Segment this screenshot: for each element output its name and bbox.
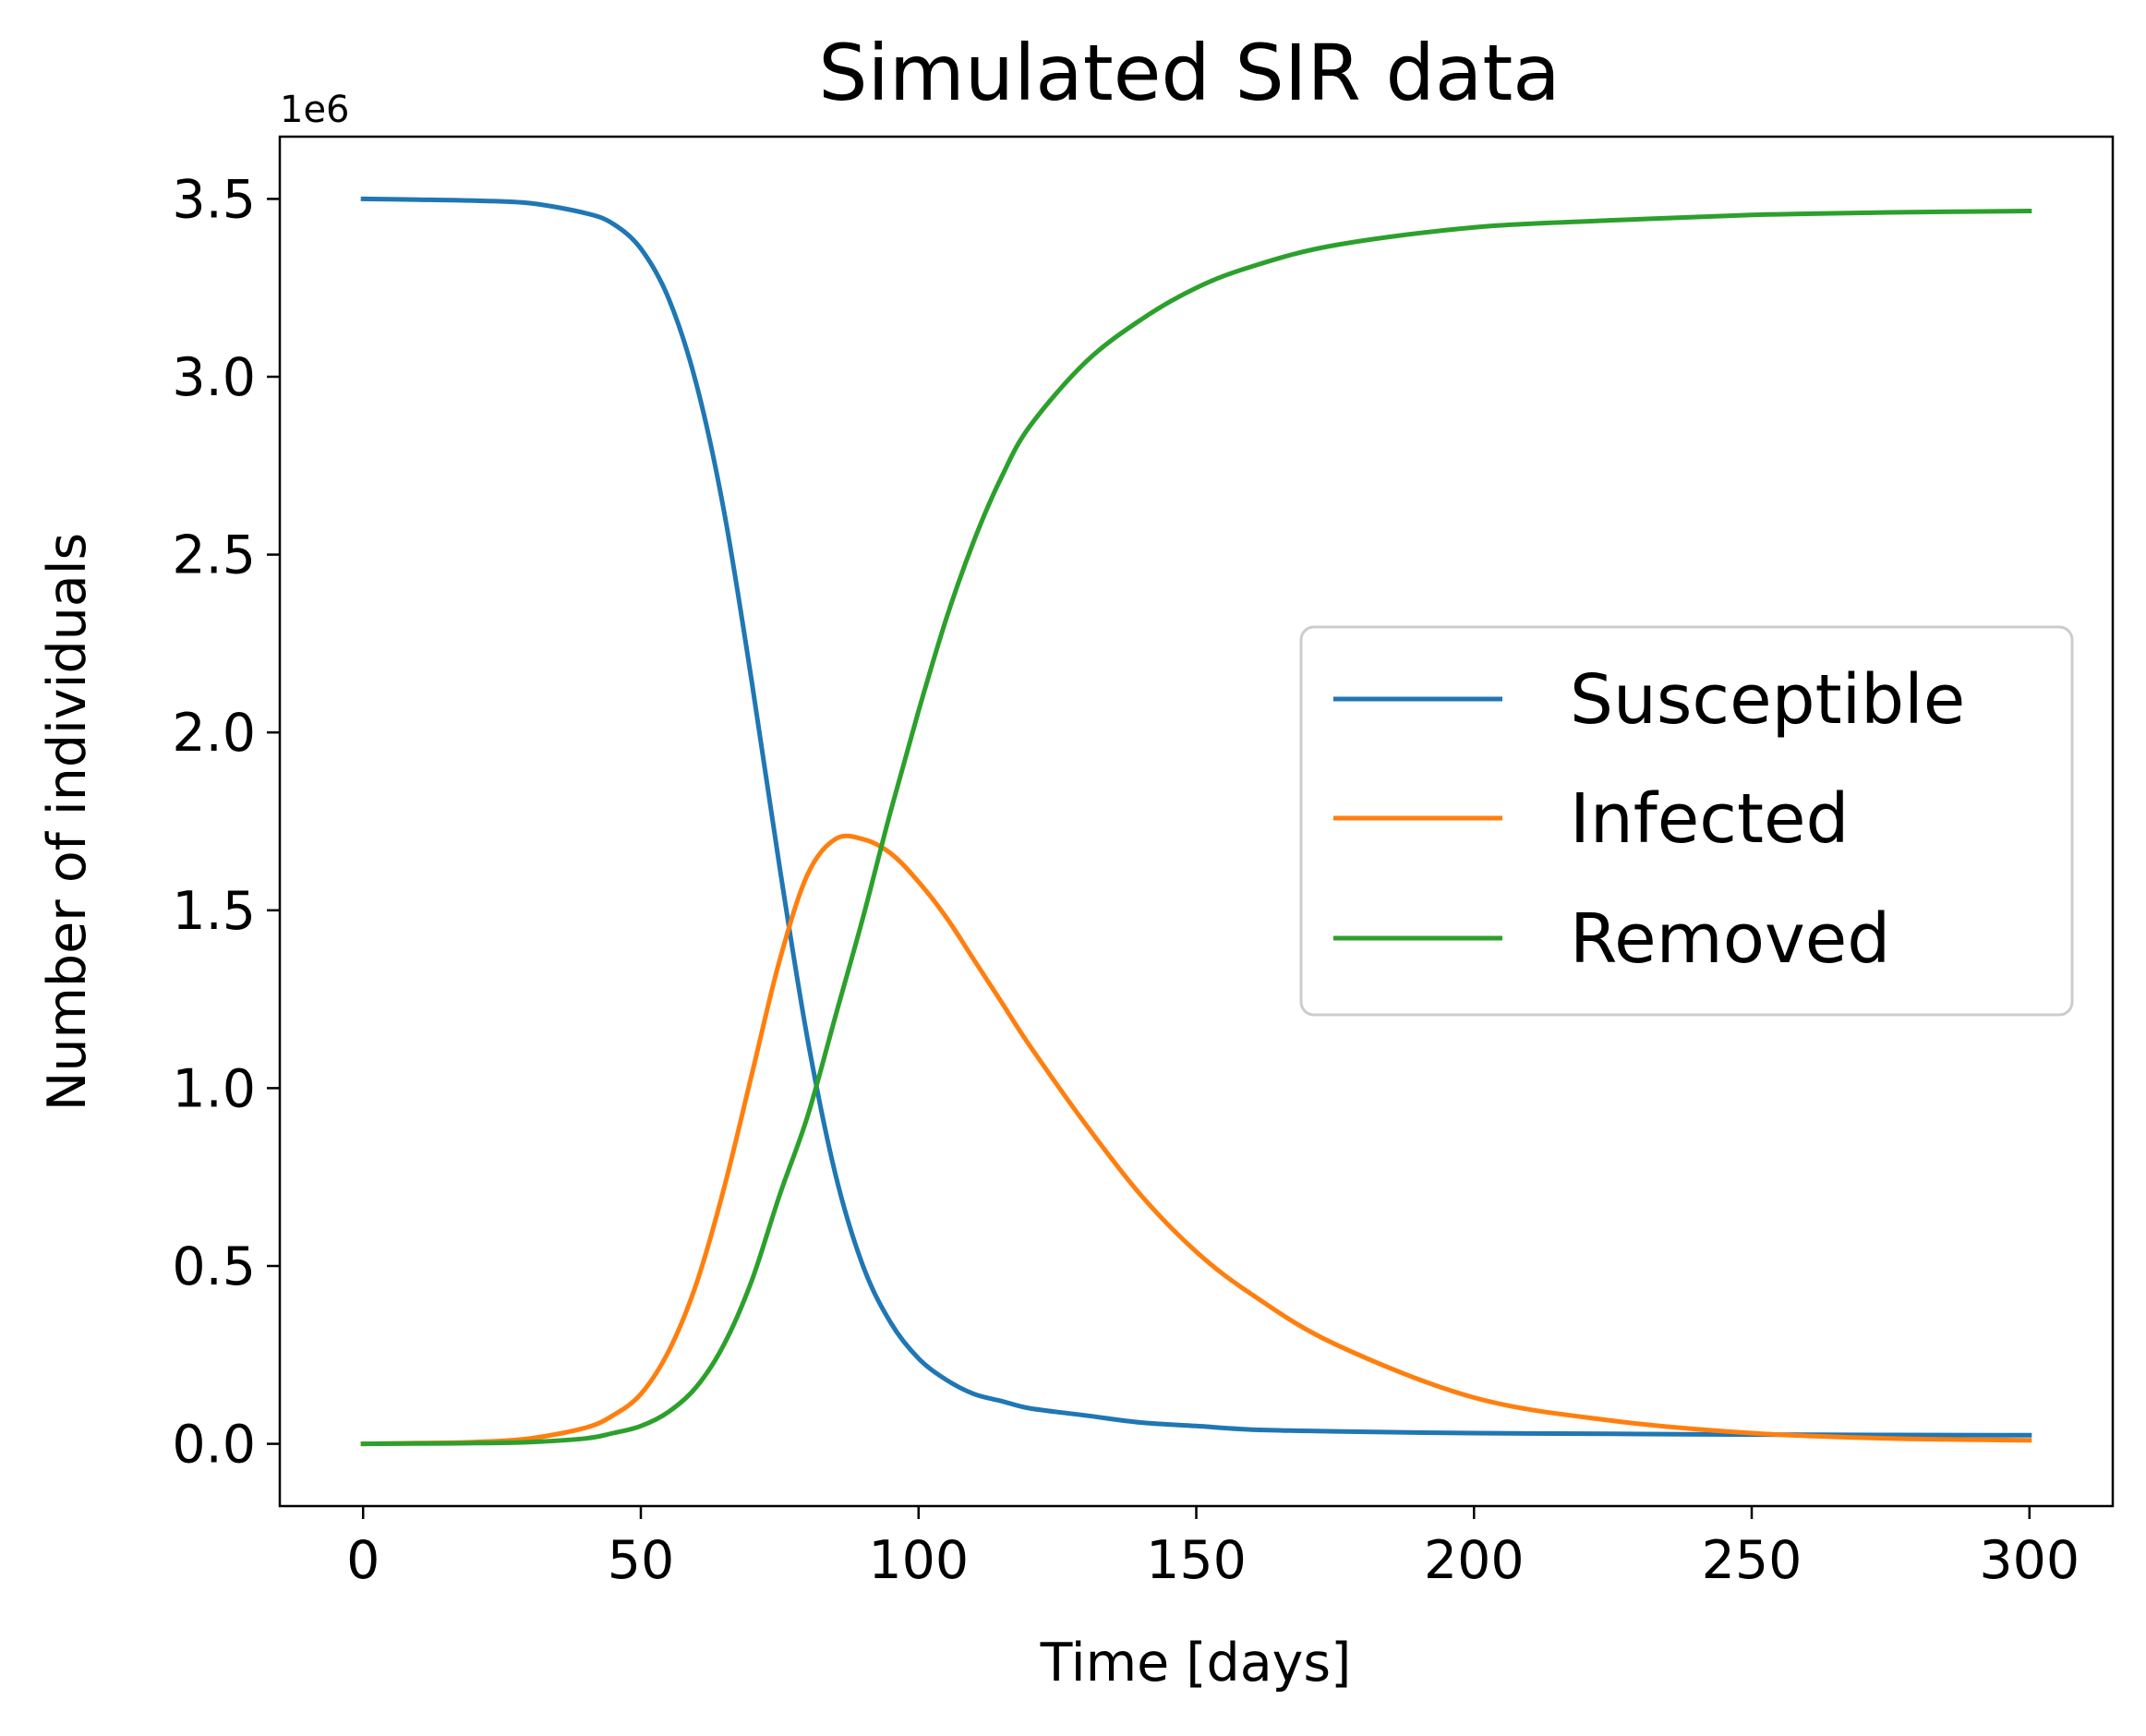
legend-box xyxy=(1299,625,2074,1017)
series-line-removed xyxy=(360,208,2032,1447)
x-tick-label: 150 xyxy=(1146,1530,1247,1591)
y-tick-label: 0.0 xyxy=(172,1415,256,1476)
series-layer xyxy=(360,196,2032,1447)
legend-label-infected: Infected xyxy=(1570,779,1850,859)
legend: Susceptible Infected Removed xyxy=(1299,625,2074,1017)
y-offset-label: 1e6 xyxy=(280,89,350,131)
x-tick-label: 300 xyxy=(1979,1530,2080,1591)
x-tick-label: 200 xyxy=(1424,1530,1525,1591)
legend-label-removed: Removed xyxy=(1570,899,1890,979)
y-tick-label: 3.0 xyxy=(172,347,256,408)
y-axis-label: Number of individuals xyxy=(37,533,98,1111)
y-tick-label: 0.5 xyxy=(172,1236,256,1297)
y-tick-label: 2.5 xyxy=(172,525,256,586)
y-tick-label: 1.5 xyxy=(172,881,256,942)
y-tick-label: 2.0 xyxy=(172,703,256,764)
x-tick-label: 100 xyxy=(868,1530,969,1591)
x-tick-label: 0 xyxy=(346,1530,380,1591)
legend-label-susceptible: Susceptible xyxy=(1570,660,1965,740)
x-tick-label: 50 xyxy=(608,1530,675,1591)
x-axis-ticks: 0 50 100 150 200 250 300 xyxy=(346,1506,2080,1591)
x-axis-label: Time [days] xyxy=(1040,1633,1352,1694)
y-tick-label: 1.0 xyxy=(172,1058,256,1119)
chart-title: Simulated SIR data xyxy=(818,28,1561,118)
series-line-infected xyxy=(360,833,2032,1447)
y-axis-ticks: 0.0 0.5 1.0 1.5 2.0 2.5 3.0 3.5 xyxy=(172,169,280,1476)
x-tick-label: 250 xyxy=(1702,1530,1802,1591)
y-tick-label: 3.5 xyxy=(172,169,256,230)
series-line-susceptible xyxy=(360,196,2032,1438)
